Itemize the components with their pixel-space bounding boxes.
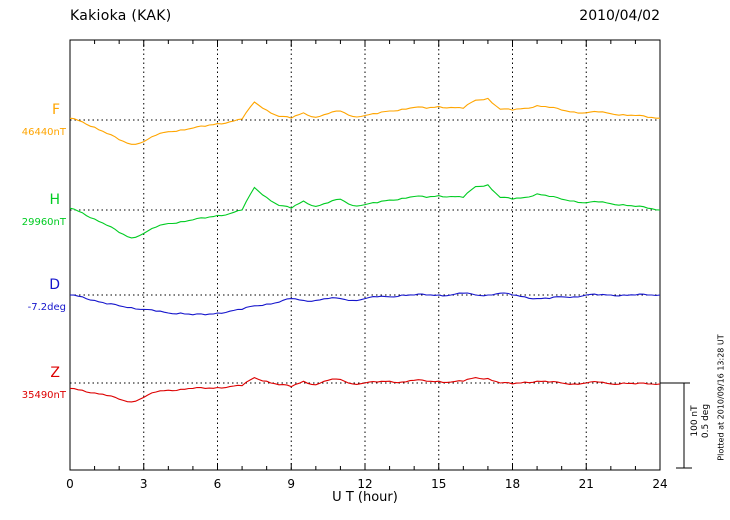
tick-label-24: 24 bbox=[652, 477, 667, 491]
scale-deg-label: 0.5 deg bbox=[701, 403, 711, 439]
trace-label-F: F bbox=[51, 102, 60, 118]
tick-label-15: 15 bbox=[431, 477, 446, 491]
baseline-value-D: -7.2deg bbox=[27, 302, 66, 313]
trace-D bbox=[69, 292, 661, 316]
tick-label-18: 18 bbox=[505, 477, 520, 491]
trace-label-D: D bbox=[49, 277, 60, 293]
x-axis-label: U T (hour) bbox=[332, 490, 398, 505]
tick-label-9: 9 bbox=[287, 477, 295, 491]
trace-F bbox=[69, 97, 660, 145]
tick-label-0: 0 bbox=[66, 477, 74, 491]
baseline-value-H: 29960nT bbox=[21, 217, 66, 228]
plot-date: 2010/04/02 bbox=[579, 8, 660, 24]
trace-label-H: H bbox=[49, 192, 60, 208]
plotted-at-note: Plotted at 2010/09/16 13:28 UT bbox=[716, 334, 726, 461]
tick-label-21: 21 bbox=[579, 477, 594, 491]
trace-Z bbox=[69, 376, 661, 403]
scale-bar-labels: 100 nT 0.5 deg bbox=[690, 396, 714, 446]
baseline-value-F: 46440nT bbox=[21, 127, 66, 138]
scale-nt-label: 100 nT bbox=[690, 405, 700, 437]
tick-label-3: 3 bbox=[140, 477, 148, 491]
tick-label-12: 12 bbox=[357, 477, 372, 491]
trace-label-Z: Z bbox=[50, 365, 60, 381]
baseline-value-Z: 35490nT bbox=[21, 390, 66, 401]
station-title: Kakioka (KAK) bbox=[70, 8, 172, 24]
tick-label-6: 6 bbox=[214, 477, 222, 491]
trace-H bbox=[69, 184, 661, 239]
